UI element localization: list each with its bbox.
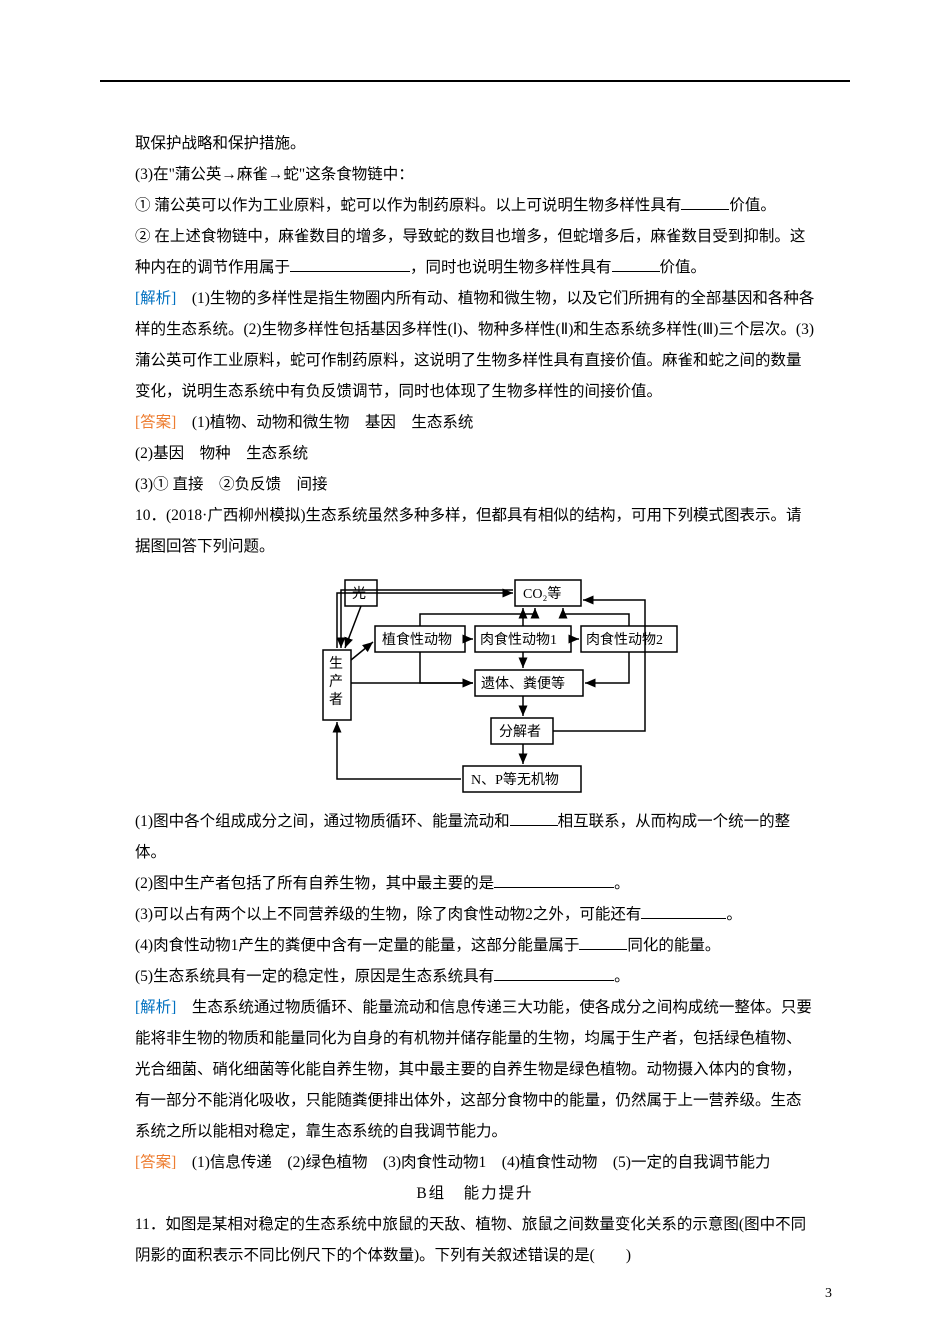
- blank: [681, 192, 729, 210]
- ans10: (1)信息传递 (2)绿色植物 (3)肉食性动物1 (4)植食性动物 (5)一定…: [192, 1154, 771, 1171]
- blank: [641, 901, 726, 919]
- node-producer: 生: [329, 656, 343, 672]
- q10-1a: (1)图中各个组成成分之间，通过物质循环、能量流动和: [135, 813, 510, 830]
- analysis-10: [解析] 生态系统通过物质循环、能量流动和信息传递三大功能，使各成分之间构成统一…: [135, 992, 815, 1147]
- analysis-label: [解析]: [135, 999, 192, 1016]
- blank: [494, 870, 614, 888]
- answer-9-line2: (2)基因 物种 生态系统: [135, 438, 815, 469]
- q10-2a: (2)图中生产者包括了所有自养生物，其中最主要的是: [135, 875, 494, 892]
- q10-3b: 。: [726, 906, 742, 923]
- question-3-head: (3)在"蒲公英→麻雀→蛇"这条食物链中：: [135, 159, 815, 190]
- blank: [579, 932, 627, 950]
- question-10-4: (4)肉食性动物1产生的粪便中含有一定量的能量，这部分能量属于 同化的能量。: [135, 930, 815, 961]
- analysis-text: (1)生物的多样性是指生物圈内所有动、植物和微生物，以及它们所拥有的全部基因和各…: [135, 290, 814, 400]
- analysis10-text: 生态系统通过物质循环、能量流动和信息传递三大功能，使各成分之间构成统一整体。只要…: [135, 999, 812, 1140]
- node-remains: 遗体、粪便等: [481, 675, 565, 692]
- answer-9-line3: (3)① 直接 ②负反馈 间接: [135, 469, 815, 500]
- question-11: 11．如图是某相对稳定的生态系统中旅鼠的天敌、植物、旅鼠之间数量变化关系的示意图…: [135, 1209, 815, 1271]
- question-10-3: (3)可以占有两个以上不同营养级的生物，除了肉食性动物2之外，可能还有 。: [135, 899, 815, 930]
- page-top-rule: [100, 80, 850, 82]
- q10-4a: (4)肉食性动物1产生的粪便中含有一定量的能量，这部分能量属于: [135, 937, 579, 954]
- q3-2-b: ，同时也说明生物多样性具有: [410, 259, 612, 276]
- answer-label: [答案]: [135, 1154, 192, 1171]
- node-producer3: 者: [329, 692, 343, 708]
- continuation-line: 取保护战略和保护措施。: [135, 128, 815, 159]
- q10-5b: 。: [614, 968, 630, 985]
- answer-label: [答案]: [135, 414, 192, 431]
- node-decomp: 分解者: [499, 724, 541, 740]
- question-10-head: 10．(2018·广西柳州模拟)生态系统虽然多种多样，但都具有相似的结构，可用下…: [135, 500, 815, 562]
- question-10-2: (2)图中生产者包括了所有自养生物，其中最主要的是 。: [135, 868, 815, 899]
- blank: [510, 808, 558, 826]
- node-producer2: 产: [329, 674, 343, 690]
- question-10-5: (5)生态系统具有一定的稳定性，原因是生态系统具有 。: [135, 961, 815, 992]
- answer-9-line1: [答案] (1)植物、动物和微生物 基因 生态系统: [135, 407, 815, 438]
- answer-10: [答案] (1)信息传递 (2)绿色植物 (3)肉食性动物1 (4)植食性动物 …: [135, 1147, 815, 1178]
- q10-5a: (5)生态系统具有一定的稳定性，原因是生态系统具有: [135, 968, 494, 985]
- page-content: 取保护战略和保护措施。 (3)在"蒲公英→麻雀→蛇"这条食物链中： ① 蒲公英可…: [135, 128, 815, 1271]
- question-3-2: ② 在上述食物链中，麻雀数目的增多，导致蛇的数目也增多，但蛇增多后，麻雀数目受到…: [135, 221, 815, 283]
- q3-1-b: 价值。: [729, 197, 776, 214]
- blank: [612, 254, 660, 272]
- node-light: 光: [352, 586, 366, 602]
- analysis-label: [解析]: [135, 290, 192, 307]
- node-inorg: N、P等无机物: [471, 771, 559, 788]
- node-herb: 植食性动物: [382, 631, 452, 648]
- group-b-title: B组 能力提升: [135, 1178, 815, 1209]
- q10-4b: 同化的能量。: [627, 937, 720, 954]
- ecosystem-diagram: 光 CO₂等 植食性动物 肉食性动物1 肉食性动物2 生 产 者 遗体、粪便等 …: [305, 570, 645, 800]
- ans-1: (1)植物、动物和微生物 基因 生态系统: [192, 414, 474, 431]
- q3-1-a: ① 蒲公英可以作为工业原料，蛇可以作为制药原料。以上可说明生物多样性具有: [135, 197, 681, 214]
- node-carn2: 肉食性动物2: [586, 631, 663, 648]
- blank: [494, 963, 614, 981]
- node-carn1: 肉食性动物1: [480, 631, 557, 648]
- q3-2-c: 价值。: [660, 259, 707, 276]
- page-number: 3: [825, 1286, 832, 1302]
- question-3-1: ① 蒲公英可以作为工业原料，蛇可以作为制药原料。以上可说明生物多样性具有 价值。: [135, 190, 815, 221]
- q10-2b: 。: [614, 875, 630, 892]
- node-co2: CO₂等: [523, 585, 561, 602]
- question-10-1: (1)图中各个组成成分之间，通过物质循环、能量流动和相互联系，从而构成一个统一的…: [135, 806, 815, 868]
- blank: [290, 254, 410, 272]
- analysis-9: [解析] (1)生物的多样性是指生物圈内所有动、植物和微生物，以及它们所拥有的全…: [135, 283, 815, 407]
- q10-3a: (3)可以占有两个以上不同营养级的生物，除了肉食性动物2之外，可能还有: [135, 906, 641, 923]
